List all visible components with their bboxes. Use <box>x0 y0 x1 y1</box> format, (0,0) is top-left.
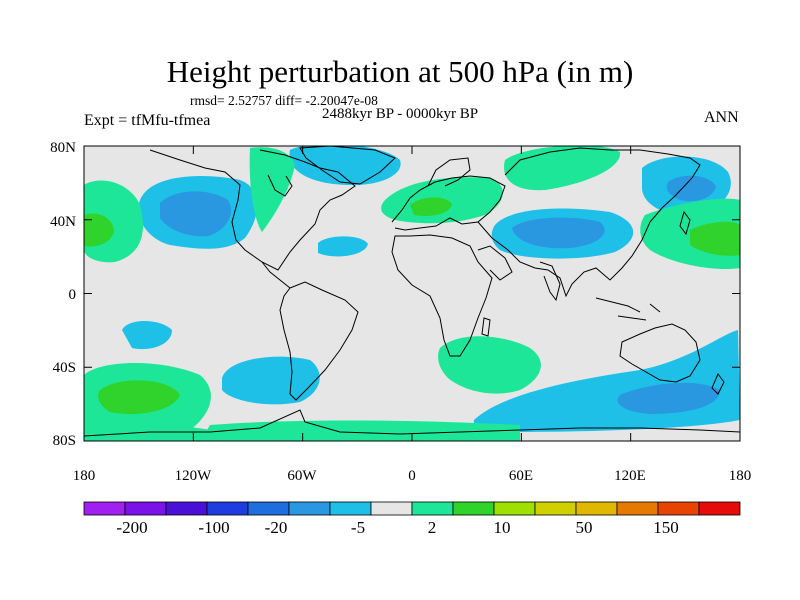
coastlines <box>84 146 740 437</box>
coastline-central-america <box>261 261 291 289</box>
anomaly-blue-core-ne-asia <box>666 175 716 202</box>
lon-label-60e: 60E <box>508 468 534 484</box>
coastline-north-america <box>149 149 356 271</box>
colorbar-label: 10 <box>493 518 511 537</box>
lat-label-equator: 0 <box>68 287 77 303</box>
lat-label-80n: 80N <box>50 140 76 156</box>
colorbar-box <box>83 501 126 516</box>
colorbar <box>83 501 741 516</box>
anomaly-blue-core-southern-ocean <box>617 382 720 414</box>
anomaly-blue-core-asia <box>512 217 605 249</box>
stats-subtitle: rmsd= 2.52757 diff= -2.20047e-08 <box>190 93 378 108</box>
colorbar-box <box>247 501 290 516</box>
season-label: ANN <box>704 109 739 126</box>
coastline-south-america <box>279 281 359 401</box>
anomaly-blue-greenland <box>289 146 401 186</box>
lon-label-120e: 120E <box>614 468 646 484</box>
colorbar-box <box>165 501 208 516</box>
colorbar-label: -200 <box>116 518 148 537</box>
coastline-india <box>539 261 561 302</box>
period-subtitle: 2488kyr BP - 0000kyr BP <box>322 106 479 122</box>
anomaly-green-siberia <box>504 146 621 191</box>
colorbar-box <box>206 501 249 516</box>
coastline-hudson-bay <box>267 174 293 197</box>
anomaly-green-core-north-east <box>690 221 740 256</box>
experiment-label: Expt = tfMfu-tfmea <box>84 112 211 129</box>
colorbar-box <box>288 501 331 516</box>
colorbar-box <box>575 501 618 516</box>
anomaly-blue-core-nw-america <box>160 191 232 237</box>
colorbar-box <box>534 501 577 516</box>
colorbar-box <box>657 501 700 516</box>
anomaly-green-core-europe <box>410 197 452 216</box>
anomaly-green-canada <box>249 147 295 232</box>
coastline-arabia <box>477 245 513 281</box>
colorbar-box <box>616 501 659 516</box>
colorbar-label: 2 <box>427 518 437 537</box>
coastline-australia <box>619 323 701 383</box>
contour-fields <box>84 146 740 441</box>
lon-label-60w: 60W <box>287 468 317 484</box>
anomaly-blue-south-america <box>222 356 320 405</box>
anomaly-blue-south-pacific <box>122 321 172 350</box>
plot-title: Height perturbation at 500 hPa (in m) <box>166 54 634 89</box>
coastline-new-zealand <box>711 373 725 395</box>
coastline-japan <box>679 210 691 236</box>
colorbar-box <box>493 501 536 516</box>
coastline-antarctica <box>84 409 740 437</box>
lon-label-180e: 180 <box>728 468 752 484</box>
lon-label-180w: 180 <box>72 468 96 484</box>
coastline-greenland <box>299 146 396 185</box>
lat-label-80s: 80S <box>52 433 76 449</box>
colorbar-box <box>329 501 372 516</box>
colorbar-label: 50 <box>575 518 593 537</box>
coastline-europe <box>391 175 506 231</box>
coastline-madagascar <box>481 317 491 337</box>
coastline-africa <box>391 234 493 357</box>
coastline-indonesia <box>595 297 661 321</box>
axis-ticks <box>83 145 741 442</box>
lon-label-120w: 120W <box>174 468 212 484</box>
colorbar-label: -5 <box>350 518 366 537</box>
anomaly-green-core-south-pacific <box>98 380 180 415</box>
colorbar-box <box>452 501 495 516</box>
anomaly-green-core-north-pacific <box>84 213 114 247</box>
lon-label-0: 0 <box>408 468 416 484</box>
colorbar-box <box>411 501 454 516</box>
lat-label-40n: 40N <box>50 214 76 230</box>
anomaly-blue-atlantic <box>318 236 368 257</box>
coastline-scandinavia <box>427 157 471 187</box>
anomaly-green-southern-band <box>200 420 520 441</box>
lat-label-40s: 40S <box>52 360 76 376</box>
colorbar-label: -20 <box>264 518 288 537</box>
colorbar-box <box>698 501 741 516</box>
coastline-asia <box>477 147 701 298</box>
colorbar-box <box>370 501 413 516</box>
colorbar-label: 150 <box>653 518 679 537</box>
colorbar-label: -100 <box>198 518 230 537</box>
colorbar-box <box>124 501 167 516</box>
